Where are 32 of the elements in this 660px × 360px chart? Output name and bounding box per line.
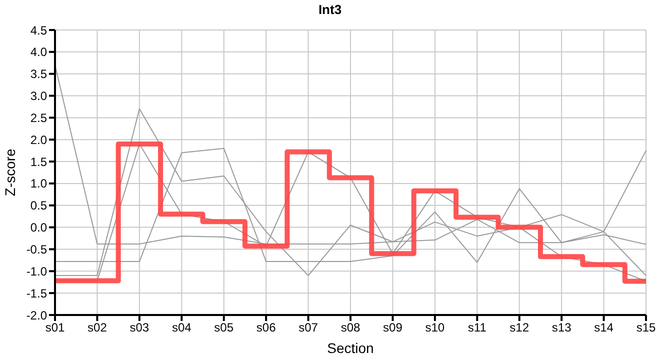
x-tick-label: s10 <box>425 320 445 335</box>
y-tick-label: -1.0 <box>26 264 48 278</box>
x-tick-label: s06 <box>256 320 276 335</box>
y-tick-label: 1.5 <box>30 154 48 169</box>
y-tick-label: -0.5 <box>26 242 48 256</box>
y-tick-label: 4.5 <box>30 23 48 38</box>
y-tick-label: 2.5 <box>30 110 48 125</box>
x-tick-label: s11 <box>468 320 487 335</box>
x-tick-label: s05 <box>214 320 234 335</box>
y-tick-label: 0.5 <box>30 198 48 213</box>
y-tick-label: -2.0 <box>26 308 48 322</box>
y-tick-label: 3.5 <box>30 67 48 82</box>
y-tick-label: 4.0 <box>30 45 48 60</box>
y-axis-title: Z-score <box>2 148 18 196</box>
x-tick-label: s09 <box>383 320 403 335</box>
y-tick-label: 2.0 <box>30 132 48 147</box>
x-tick-label: s03 <box>130 320 150 335</box>
x-tick-label: s01 <box>45 320 65 335</box>
x-tick-label: s04 <box>172 320 192 335</box>
x-tick-label: s07 <box>298 320 318 335</box>
y-tick-label: 0.0 <box>30 220 48 235</box>
y-tick-label: 1.0 <box>30 176 48 191</box>
chart-title: Int3 <box>317 1 343 19</box>
x-tick-label: s08 <box>340 320 360 335</box>
x-tick-label: s02 <box>88 320 108 335</box>
x-tick-label: s13 <box>552 320 572 335</box>
x-tick-label: s14 <box>594 320 614 335</box>
x-tick-label: s15 <box>636 320 656 335</box>
x-tick-label: s12 <box>510 320 530 335</box>
x-axis-title: Section <box>327 340 374 356</box>
y-tick-label: -1.5 <box>26 286 48 300</box>
y-tick-label: 3.0 <box>30 89 48 104</box>
